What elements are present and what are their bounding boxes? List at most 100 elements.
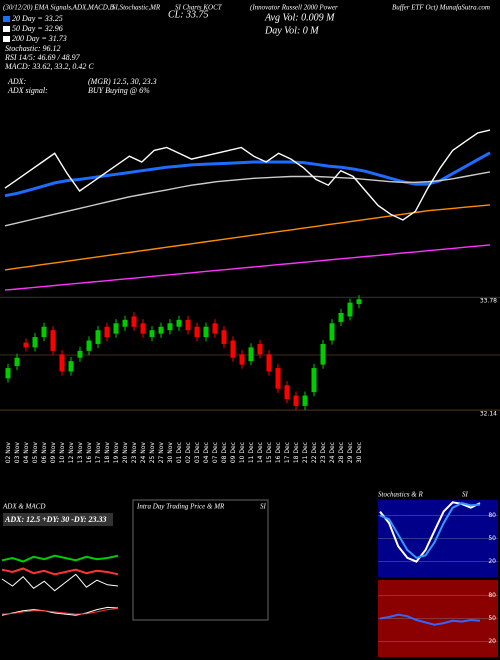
- indicator-line: [379, 502, 481, 559]
- x-tick-label: 30 Nov: [167, 442, 174, 464]
- y-tick-label: 80: [488, 592, 496, 599]
- candle-body: [77, 350, 83, 358]
- candle-body: [32, 337, 38, 348]
- adx-line: [1, 567, 119, 576]
- candle-body: [176, 319, 182, 327]
- header-text: (Innovator Russell 2000 Power: [250, 4, 338, 12]
- x-tick-label: 18 Dec: [293, 442, 300, 463]
- x-tick-label: 03 Nov: [14, 442, 21, 464]
- candle-body: [59, 354, 65, 372]
- annotation: Stochastic: 96.12: [5, 44, 61, 53]
- annotation: 20 Day = 33.25: [12, 14, 63, 23]
- x-tick-label: 17 Nov: [95, 442, 102, 464]
- x-tick-label: 08 Dec: [221, 442, 228, 463]
- macd-line: [1, 608, 119, 615]
- x-tick-label: 02 Nov: [5, 442, 12, 464]
- panel-title: SI: [462, 491, 469, 499]
- x-tick-label: 05 Nov: [32, 442, 39, 464]
- candle-body: [104, 326, 110, 338]
- x-tick-label: 06 Nov: [41, 442, 48, 464]
- x-tick-label: 13 Nov: [77, 442, 84, 464]
- candle-body: [347, 302, 353, 317]
- x-tick-label: 12 Nov: [68, 442, 75, 464]
- annotation: (MGR) 12.5, 30, 23.3: [88, 77, 157, 86]
- candle-body: [302, 395, 308, 406]
- x-tick-label: 22 Dec: [311, 442, 318, 463]
- x-tick-label: 17 Dec: [284, 442, 291, 463]
- x-tick-label: 04 Nov: [23, 442, 30, 464]
- annotation: 50 Day = 32.96: [12, 24, 63, 33]
- y-tick-label: 50: [488, 535, 496, 542]
- x-tick-label: 23 Dec: [320, 442, 327, 463]
- candle-body: [113, 323, 119, 334]
- x-tick-label: 28 Dec: [338, 442, 345, 463]
- candle-body: [212, 323, 218, 334]
- adx-line: [1, 554, 119, 563]
- x-tick-label: 03 Dec: [194, 442, 201, 463]
- y-tick-label: 20: [488, 558, 496, 565]
- annotation: ADX:: [7, 77, 27, 86]
- adx-line: [1, 573, 119, 592]
- legend-swatch: [3, 16, 10, 22]
- candle-body: [194, 326, 200, 338]
- x-tick-label: 30 Dec: [356, 442, 363, 463]
- candle-body: [221, 330, 227, 344]
- header-text: SI Charts KOCT: [175, 4, 223, 12]
- candle-body: [23, 342, 29, 348]
- x-tick-label: 15 Dec: [266, 442, 273, 463]
- candle-body: [329, 323, 335, 341]
- candle-body: [185, 319, 191, 331]
- annotation: BUY Buying @ 6%: [88, 86, 150, 95]
- candle-body: [266, 354, 272, 372]
- annotation: MACD: 33.62, 33.2, 0.42 C: [4, 62, 94, 71]
- y-tick-label: 33.78: [480, 298, 497, 305]
- candle-body: [320, 343, 326, 365]
- candle-body: [5, 368, 11, 379]
- legend-swatch: [3, 36, 10, 42]
- annotation: CL: 33.75: [168, 9, 209, 20]
- candle-body: [41, 326, 47, 338]
- x-tick-label: 19 Nov: [113, 442, 120, 464]
- intraday-panel: [132, 499, 269, 621]
- candle-body: [68, 361, 74, 372]
- annotation: Avg Vol: 0.009 M: [264, 12, 335, 23]
- annotation: ADX signal:: [7, 86, 48, 95]
- header-text: (30/12/20) EMA Signals,ADX,MACD,B: [3, 4, 115, 12]
- x-tick-label: 16 Dec: [275, 442, 282, 463]
- x-tick-label: 01 Dec: [176, 442, 183, 463]
- moving-average: [4, 244, 491, 291]
- x-tick-label: 24 Nov: [140, 442, 147, 464]
- annotation: 200 Day = 31.73: [12, 34, 67, 43]
- candle-body: [149, 330, 155, 338]
- x-tick-label: 09 Nov: [50, 442, 57, 464]
- candle-body: [131, 316, 137, 327]
- y-tick-label: 50: [488, 615, 496, 622]
- y-tick-label: 80: [488, 512, 496, 519]
- x-tick-label: 24 Dec: [329, 442, 336, 463]
- y-tick-label: 32.14: [480, 411, 497, 418]
- x-tick-label: 04 Dec: [203, 442, 210, 463]
- header-text: Buffer ETF Oct) MunafaSutra.com: [392, 4, 490, 12]
- candle-body: [338, 312, 344, 322]
- x-tick-label: 14 Dec: [257, 442, 264, 463]
- candle-body: [158, 326, 164, 334]
- header-text: SI,Stochastic,MR: [112, 4, 161, 12]
- x-tick-label: 25 Nov: [149, 442, 156, 464]
- x-tick-label: 09 Dec: [230, 442, 237, 463]
- adx-label-box: [3, 513, 113, 526]
- x-tick-label: 27 Nov: [158, 442, 165, 464]
- x-tick-label: 10 Dec: [239, 442, 246, 463]
- candle-body: [86, 340, 92, 351]
- candle-body: [239, 354, 245, 365]
- candle-body: [203, 326, 209, 338]
- candle-body: [248, 347, 254, 362]
- candle-body: [140, 323, 146, 334]
- candle-body: [275, 368, 281, 389]
- panel-title: Stochastics & R: [378, 491, 423, 499]
- y-tick-label: 20: [488, 638, 496, 645]
- candle-body: [311, 368, 317, 393]
- panel-title: ADX & MACD: [2, 503, 45, 511]
- candle-body: [257, 343, 263, 355]
- x-tick-label: 23 Nov: [131, 442, 138, 464]
